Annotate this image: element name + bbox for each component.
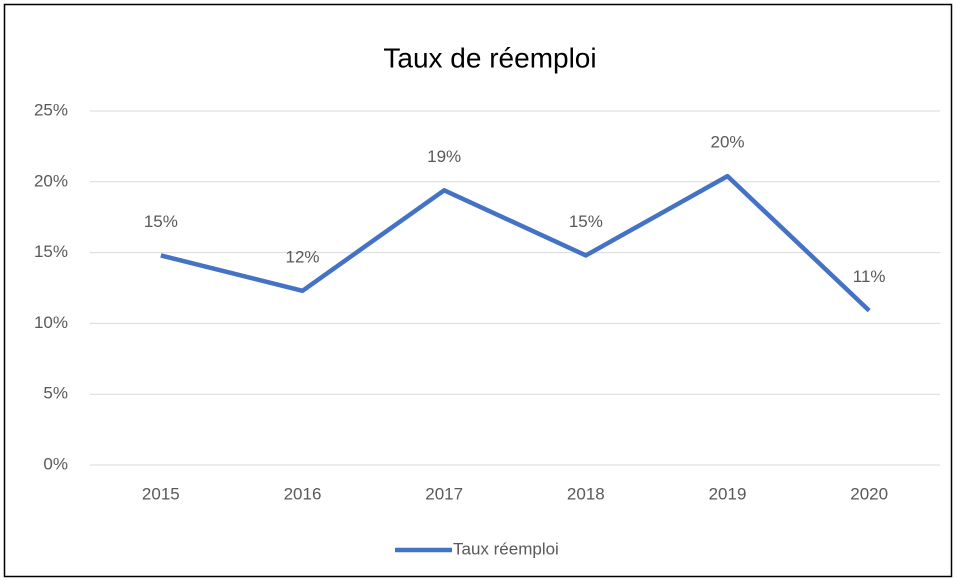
data-label: 20% [710, 133, 744, 152]
data-label: 12% [285, 247, 319, 266]
x-tick-label: 2017 [425, 484, 463, 503]
chart-title: Taux de réemploi [383, 42, 596, 73]
x-tick-label: 2019 [709, 484, 747, 503]
y-tick-label: 0% [43, 454, 68, 473]
y-tick-label: 5% [43, 384, 68, 403]
chart-frame [3, 3, 953, 578]
y-tick-label: 15% [34, 242, 68, 261]
x-tick-label: 2016 [284, 484, 322, 503]
x-tick-label: 2018 [567, 484, 605, 503]
line-series [160, 173, 871, 313]
y-tick-label: 25% [34, 100, 68, 119]
data-label: 19% [427, 147, 461, 166]
data-label: 15% [144, 212, 178, 231]
data-label: 11% [853, 267, 886, 286]
y-tick-label: 20% [34, 171, 68, 190]
x-tick-label: 2020 [850, 484, 888, 503]
y-tick-label: 10% [34, 313, 68, 332]
legend-label: Taux réemploi [453, 539, 559, 558]
data-label: 15% [569, 212, 603, 231]
x-tick-label: 2015 [142, 484, 180, 503]
